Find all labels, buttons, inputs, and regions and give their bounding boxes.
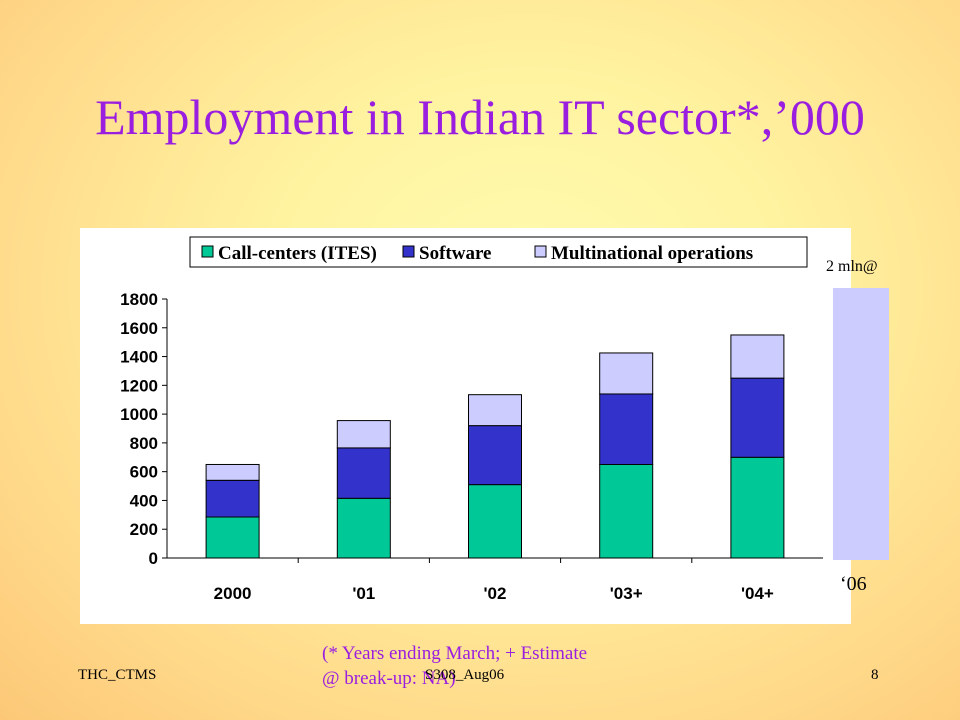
bar-segment xyxy=(599,352,654,395)
x-tick-label: '01 xyxy=(352,584,375,603)
chart-panel: 0 200 400 600 800 1000 1200 1400 1600 1800 2000 '01… xyxy=(80,228,851,624)
x-tick-label: '04+ xyxy=(741,584,774,603)
extension-label-top: 2 mln@ xyxy=(826,258,878,275)
y-tick-label: 200 xyxy=(130,520,158,539)
bar-segment xyxy=(730,377,785,458)
stacked-bar-chart: 0 200 400 600 800 1000 1200 1400 1600 1800 2000 '01… xyxy=(120,236,823,603)
y-tick-label: 1600 xyxy=(120,319,158,338)
legend-swatch xyxy=(201,245,214,258)
y-tick-label: 400 xyxy=(130,491,158,510)
bar-segment xyxy=(336,497,391,559)
extension-label-bottom: ‘06 xyxy=(840,573,867,595)
bar-segment xyxy=(205,479,260,518)
bar-segment xyxy=(730,456,785,559)
y-tick-label: 1400 xyxy=(120,348,158,367)
y-tick-label: 1200 xyxy=(120,376,158,395)
y-tick-label: 1000 xyxy=(120,405,158,424)
legend-label: Multinational operations xyxy=(551,243,753,264)
footnote-line-1: (* Years ending March; + Estimate xyxy=(322,643,588,664)
legend-swatch xyxy=(402,245,415,258)
bar-segment xyxy=(730,334,785,379)
y-tick-label: 1800 xyxy=(120,290,158,309)
y-tick-label: 600 xyxy=(130,463,158,482)
slide-title: Employment in Indian IT sector*,’000 xyxy=(95,89,865,145)
bar-segment xyxy=(468,425,522,486)
footer-right: 8 xyxy=(871,667,879,683)
bar-segment xyxy=(205,463,260,481)
footnote-line-2: @ break-up: NA) xyxy=(322,668,456,689)
bar-segment xyxy=(599,393,654,465)
extension-bar-2006 xyxy=(833,288,889,560)
bar-segment xyxy=(336,447,391,499)
footnote: (* Years ending March; + Estimate @ brea… xyxy=(322,641,587,691)
legend-box xyxy=(189,236,808,268)
bar-segment xyxy=(205,516,260,559)
legend-label: Call-centers (ITES) xyxy=(218,243,377,264)
x-tick-label: '03+ xyxy=(610,584,643,603)
bar-segment xyxy=(468,394,522,427)
y-tick-label: 0 xyxy=(149,549,158,568)
bar-segment xyxy=(599,463,654,559)
footer-left: THC_CTMS xyxy=(78,667,157,683)
bar-segment xyxy=(336,420,391,449)
y-tick-label: 800 xyxy=(130,434,158,453)
x-tick-label: '02 xyxy=(484,584,507,603)
footer-center: S308_Aug06 xyxy=(425,667,505,683)
x-tick-label: 2000 xyxy=(214,584,252,603)
legend-label: Software xyxy=(419,243,491,264)
bar-segment xyxy=(468,484,522,559)
legend-swatch xyxy=(534,245,547,258)
